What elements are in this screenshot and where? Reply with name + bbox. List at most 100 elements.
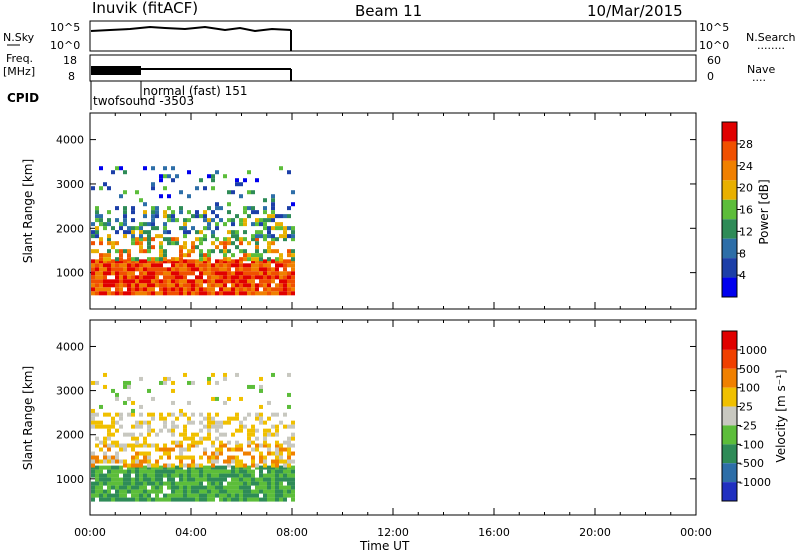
velocity-echo-cell	[231, 473, 235, 478]
power-echo-cell	[287, 279, 291, 284]
velocity-echo-cell	[191, 455, 195, 460]
nsky-label: N.Sky	[3, 31, 35, 44]
velocity-echo-cell	[219, 477, 223, 482]
velocity-echo-cell	[239, 469, 243, 474]
power-echo-cell	[103, 226, 107, 231]
velocity-echo-cell	[191, 463, 195, 468]
power-echo-cell	[235, 263, 239, 268]
velocity-echo-cell	[199, 477, 203, 482]
velocity-echo-cell	[131, 447, 135, 452]
velocity-echo-cell	[235, 493, 239, 498]
power-echo-cell	[267, 234, 271, 239]
velocity-echo-cell	[267, 481, 271, 486]
power-echo-cell	[243, 249, 247, 254]
power-echo-cell	[219, 279, 223, 284]
velocity-echo-cell	[191, 477, 195, 482]
power-echo-cell	[235, 259, 239, 264]
velocity-echo-cell	[227, 481, 231, 486]
power-echo-cell	[251, 271, 255, 276]
velocity-echo-cell	[211, 465, 215, 470]
power-echo-cell	[167, 218, 171, 223]
power-echo-cell	[203, 253, 207, 258]
power-echo-cell	[267, 271, 271, 276]
power-echo-cell	[167, 230, 171, 235]
power-echo-cell	[143, 279, 147, 284]
power-echo-cell	[207, 257, 211, 262]
velocity-echo-cell	[91, 451, 95, 456]
power-echo-cell	[199, 214, 203, 219]
power-echo-cell	[147, 241, 151, 246]
velocity-echo-cell	[151, 485, 155, 490]
power-echo-cell	[123, 271, 127, 276]
power-echo-cell	[159, 267, 163, 272]
power-echo-cell	[287, 226, 291, 231]
power-echo-cell	[179, 279, 183, 284]
power-echo-cell	[263, 279, 267, 284]
velocity-echoes	[91, 372, 295, 502]
power-echo-cell	[291, 234, 295, 239]
velocity-echo-cell	[227, 420, 231, 425]
power-echo-cell	[263, 263, 267, 268]
power-echo-cell	[131, 291, 135, 296]
velocity-echo-cell	[279, 493, 283, 498]
velocity-echo-cell	[159, 416, 163, 421]
power-echo-cell	[247, 271, 251, 276]
velocity-echo-cell	[239, 485, 243, 490]
power-colorbar-tick-label: 24	[739, 160, 753, 173]
power-colorbar-tick-label: 4	[739, 269, 746, 282]
power-echo-cell	[207, 279, 211, 284]
power-echo-cell	[147, 275, 151, 280]
velocity-echo-cell	[235, 477, 239, 482]
velocity-echo-cell	[235, 497, 239, 502]
power-echo-cell	[279, 283, 283, 288]
power-echo-cell	[283, 267, 287, 272]
power-echo-cell	[131, 226, 135, 231]
power-echo-cell	[179, 271, 183, 276]
power-echo-cell	[119, 291, 123, 296]
power-echo-cell	[187, 218, 191, 223]
power-echo-cell	[127, 279, 131, 284]
velocity-colorbar-frame	[721, 330, 738, 502]
velocity-echo-cell	[171, 469, 175, 474]
velocity-echo-cell	[211, 481, 215, 486]
velocity-echo-cell	[123, 485, 127, 490]
velocity-echo-cell	[131, 459, 135, 464]
velocity-echo-cell	[139, 465, 143, 470]
velocity-echo-cell	[143, 493, 147, 498]
velocity-echo-cell	[247, 477, 251, 482]
power-echo-cell	[95, 234, 99, 239]
velocity-echo-cell	[91, 459, 95, 464]
velocity-echo-cell	[187, 455, 191, 460]
power-echo-cell	[271, 218, 275, 223]
velocity-echo-cell	[131, 432, 135, 437]
power-echo-cell	[279, 214, 283, 219]
power-echo-cell	[279, 259, 283, 264]
power-echo-cell	[183, 234, 187, 239]
velocity-echo-cell	[103, 493, 107, 498]
power-echo-cell	[247, 214, 251, 219]
power-echo-cell	[187, 249, 191, 254]
velocity-echo-cell	[195, 493, 199, 498]
velocity-echo-cell	[279, 497, 283, 502]
power-echo-cell	[127, 267, 131, 272]
velocity-echo-cell	[171, 463, 175, 468]
power-echo-cell	[247, 253, 251, 258]
freq-right-tick-top: 60	[707, 54, 721, 67]
velocity-echo-cell	[247, 428, 251, 433]
power-echo-cell	[159, 234, 163, 239]
velocity-echo-cell	[187, 477, 191, 482]
velocity-echo-cell	[107, 465, 111, 470]
date-title: 10/Mar/2015	[587, 2, 683, 20]
velocity-echo-cell	[171, 428, 175, 433]
power-echo-cell	[231, 234, 235, 239]
velocity-echo-cell	[139, 489, 143, 494]
velocity-echo-cell	[155, 443, 159, 448]
power-echo-cell	[159, 245, 163, 250]
velocity-echo-cell	[275, 473, 279, 478]
power-echo-cell	[243, 267, 247, 272]
power-echo-cell	[163, 166, 167, 171]
velocity-echo-cell	[115, 420, 119, 425]
power-echo-cell	[95, 206, 99, 211]
power-echo-cell	[275, 267, 279, 272]
